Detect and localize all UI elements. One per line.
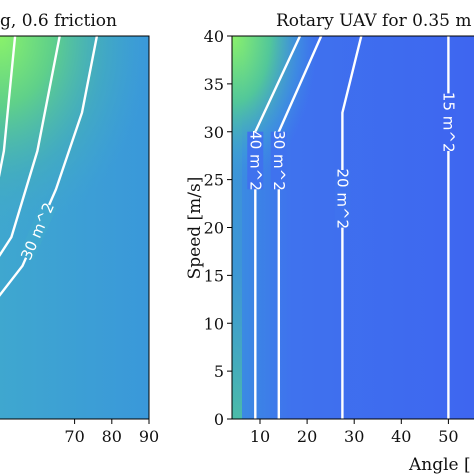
right-y-axis-label: Speed [m/s]: [185, 177, 205, 280]
right-y-tick-label: 5: [214, 362, 224, 381]
right-heatmap-edge: [232, 36, 242, 419]
left-contour-label-bg: [18, 201, 57, 261]
right-contour-line: [341, 36, 363, 419]
left-x-tick-label: 90: [139, 427, 159, 446]
right-y-tick-label: 10: [204, 314, 224, 333]
left-contour-line: [0, 36, 99, 297]
right-contour-label-text: 15 m^2: [439, 92, 457, 153]
left-x-axis: 70 80 90: [64, 419, 159, 446]
left-x-tick-label: 70: [64, 427, 84, 446]
right-y-axis: 0 5 10 15 20 25 30 35 40: [204, 27, 232, 429]
right-x-axis-label: Angle [: [408, 455, 471, 474]
right-contour-label-text: 40 m^2: [246, 130, 264, 191]
right-contour-labels: 40 m^2 30 m^2 20 m^2 15 m^2: [246, 92, 457, 229]
right-contour-label: 30 m^2: [270, 130, 288, 191]
right-y-tick-label: 0: [214, 410, 224, 429]
left-contour-line: [0, 36, 17, 178]
right-contour-label-bg: [334, 170, 351, 228]
left-x-tick-label: 80: [102, 427, 122, 446]
left-contour-line: [0, 36, 61, 257]
right-contour-label-bg: [247, 131, 264, 190]
right-x-tick-label: 30: [344, 427, 364, 446]
left-heatmap-hotspot: [0, 36, 149, 419]
right-y-tick-label: 20: [204, 219, 224, 238]
right-heatmap-hotspot: [232, 36, 474, 419]
right-y-tick-label: 15: [204, 266, 224, 285]
right-y-tick-label: 40: [204, 27, 224, 46]
right-title: Rotary UAV for 0.35 m: [276, 11, 471, 31]
right-x-tick-label: 20: [297, 427, 317, 446]
right-contour-label-bg: [440, 93, 457, 151]
left-contours: [0, 36, 99, 297]
right-contour-label-text: 20 m^2: [333, 169, 351, 230]
right-contour-label: 20 m^2: [333, 169, 351, 230]
right-contour-label: 15 m^2: [439, 92, 457, 153]
right-y-tick-label: 35: [204, 75, 224, 94]
right-contour-label-bg: [270, 131, 287, 190]
right-contour-label: 40 m^2: [246, 130, 264, 191]
right-x-tick-label: 40: [391, 427, 411, 446]
left-plot-frame: [0, 35, 150, 420]
right-x-tick-label: 10: [250, 427, 270, 446]
right-panel: 40 m^2 30 m^2 20 m^2 15 m^2 Rotary UAV for …: [185, 11, 474, 474]
right-y-tick-label: 25: [204, 171, 224, 190]
left-title: g, 0.6 friction: [0, 11, 117, 31]
right-x-tick-label: 50: [438, 427, 458, 446]
right-x-axis: 10 20 30 40 50: [250, 419, 459, 446]
left-panel: 30 m^2 g, 0.6 friction 70 80 90: [0, 11, 159, 446]
right-contour-label-text: 30 m^2: [270, 130, 288, 191]
right-y-tick-label: 30: [204, 123, 224, 142]
